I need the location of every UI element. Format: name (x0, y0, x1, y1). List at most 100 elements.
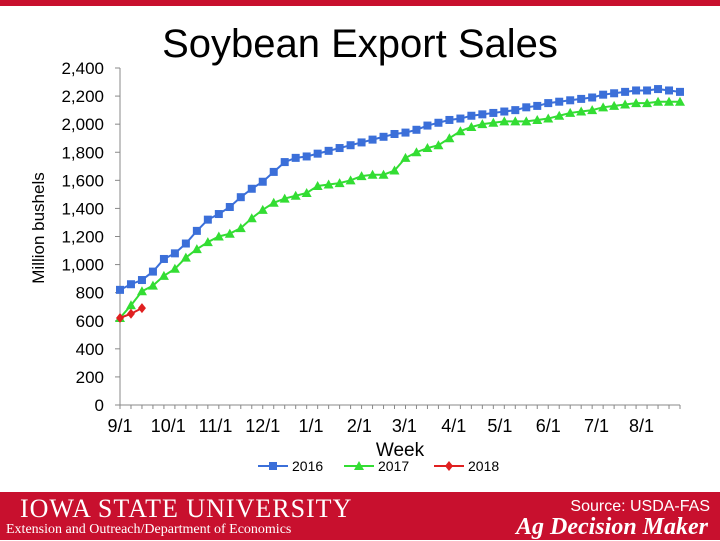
data-point-2017 (257, 204, 268, 214)
x-tick-label: 2/1 (347, 416, 372, 436)
data-point-2017 (389, 165, 400, 175)
data-point-2017 (125, 300, 136, 310)
data-point-2016 (236, 193, 245, 202)
data-point-2017 (312, 180, 323, 190)
data-point-2016 (478, 110, 487, 119)
data-point-2017 (356, 171, 367, 181)
data-point-2017 (576, 106, 587, 116)
data-point-2017 (246, 213, 257, 223)
data-point-2017 (422, 143, 433, 153)
y-axis-title: Million bushels (29, 172, 48, 284)
data-point-2017 (433, 140, 444, 150)
data-point-2017 (653, 96, 664, 106)
data-point-2016 (621, 87, 630, 96)
data-point-2016 (203, 215, 212, 224)
soybean-export-chart: 0 200 400 600 800 1,000 1,200 1,400 1,600 1,800 2,… (29, 59, 685, 474)
data-point-2017 (642, 98, 653, 108)
source-note: Source: USDA-FAS (570, 498, 710, 515)
data-point-2017 (499, 116, 510, 126)
data-point-2016 (159, 254, 168, 263)
department-name: Extension and Outreach/Department of Eco… (6, 522, 292, 537)
data-point-2017 (532, 114, 543, 124)
x-tick-label: 4/1 (441, 416, 466, 436)
data-point-2017 (664, 96, 675, 106)
data-point-2017 (477, 119, 488, 129)
data-point-2016 (412, 125, 421, 134)
data-point-2016 (324, 146, 333, 155)
chart-title: Soybean Export Sales (162, 22, 558, 66)
data-point-2016 (181, 239, 190, 248)
data-point-2016 (533, 101, 542, 110)
series-line-2017 (119, 100, 680, 319)
legend-marker-2017 (354, 461, 364, 470)
data-point-2016 (588, 93, 597, 102)
data-point-2016 (544, 99, 553, 108)
legend-label-2017: 2017 (378, 458, 409, 474)
data-point-2016 (346, 141, 355, 150)
data-point-2016 (368, 135, 377, 144)
y-tick-label: 1,400 (61, 199, 104, 218)
data-point-2016 (632, 86, 641, 95)
data-point-2017 (455, 126, 466, 136)
data-point-2017 (543, 113, 554, 123)
data-point-2017 (411, 147, 422, 157)
data-point-2016 (357, 138, 366, 147)
data-point-2017 (631, 98, 642, 108)
data-point-2017 (334, 178, 345, 188)
x-tick-label: 8/1 (629, 416, 654, 436)
data-point-2017 (521, 116, 532, 126)
data-point-2016 (401, 128, 410, 137)
data-point-2016 (192, 226, 201, 235)
data-point-2018 (137, 303, 146, 314)
data-point-2017 (554, 110, 565, 120)
series-line-2016 (119, 88, 681, 291)
x-tick-label: 10/1 (151, 416, 186, 436)
y-tick-label: 1,000 (61, 256, 104, 275)
data-point-2016 (445, 115, 454, 124)
data-point-2016 (280, 158, 289, 167)
data-point-2017 (609, 100, 620, 110)
data-point-2017 (235, 223, 246, 233)
data-point-2017 (378, 169, 389, 179)
y-tick-label: 200 (76, 368, 104, 387)
legend-label-2016: 2016 (292, 458, 323, 474)
data-point-2017 (301, 187, 312, 197)
brand-logo: Ag Decision Maker (516, 514, 708, 540)
y-tick-label: 1,600 (61, 171, 104, 190)
x-tick-label: 3/1 (392, 416, 417, 436)
y-tick-label: 1,800 (61, 143, 104, 162)
data-point-2017 (466, 121, 477, 131)
data-point-2017 (345, 175, 356, 185)
top-accent-bar (0, 0, 720, 6)
university-name: IOWA STATE UNIVERSITY (20, 494, 353, 523)
data-point-2016 (225, 203, 234, 212)
data-point-2016 (522, 103, 531, 112)
x-tick-label: 7/1 (584, 416, 609, 436)
data-point-2017 (147, 280, 158, 290)
data-point-2017 (290, 190, 301, 200)
data-point-2017 (400, 152, 411, 162)
data-point-2016 (511, 106, 520, 115)
y-tick-label: 2,200 (61, 87, 104, 106)
data-point-2018 (126, 308, 135, 319)
legend-marker-2018 (445, 461, 453, 471)
data-point-2016 (676, 87, 684, 96)
data-point-2016 (137, 276, 146, 285)
data-point-2017 (136, 286, 147, 296)
data-point-2016 (214, 210, 223, 219)
data-point-2016 (269, 167, 278, 176)
x-tick-label: 12/1 (245, 416, 280, 436)
data-point-2017 (587, 105, 598, 115)
data-point-2016 (247, 184, 256, 193)
data-point-2016 (456, 114, 465, 123)
x-tick-label: 11/1 (199, 416, 233, 436)
data-point-2017 (191, 244, 202, 254)
data-point-2016 (599, 90, 608, 99)
y-tick-label: 1,200 (61, 228, 104, 247)
x-tick-label: 5/1 (487, 416, 512, 436)
x-axis-title: Week (376, 440, 425, 461)
data-point-2017 (444, 133, 455, 143)
data-point-2016 (500, 107, 509, 116)
data-point-2016 (643, 86, 652, 95)
y-tick-label: 400 (76, 340, 104, 359)
